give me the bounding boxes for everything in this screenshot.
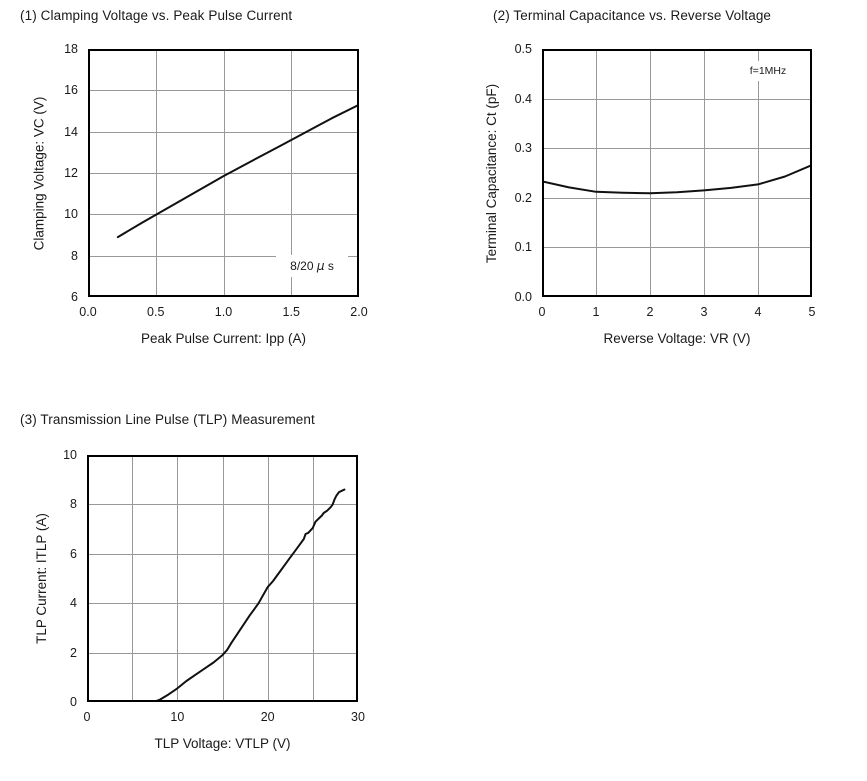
y-tick-label: 0.0 — [514, 290, 532, 304]
y-tick-label: 18 — [64, 42, 78, 56]
plot-area — [87, 455, 358, 702]
x-tick-label: 0 — [83, 710, 91, 724]
y-tick-label: 8 — [71, 248, 78, 263]
x-tick-label: 5 — [808, 305, 816, 319]
y-tick-label: 0.4 — [514, 91, 532, 106]
x-tick-label: 0 — [538, 305, 546, 319]
y-tick-label: 12 — [64, 166, 78, 180]
plot-area: 8/20 μ s — [88, 49, 359, 297]
y-tick-label: 0.3 — [514, 141, 532, 156]
y-tick-label: 10 — [64, 207, 78, 222]
y-tick-label: 6 — [71, 290, 78, 304]
y-tick-label: 10 — [63, 448, 77, 462]
y-tick-label: 16 — [64, 83, 78, 98]
y-tick-label: 0.5 — [514, 42, 532, 56]
annotation-text: 8/20 — [290, 259, 317, 273]
x-axis-label: Peak Pulse Current: Ipp (A) — [140, 331, 307, 346]
y-tick-label: 0.1 — [514, 240, 532, 255]
plot-canvas — [87, 455, 358, 702]
annotation-unit: s — [324, 259, 334, 273]
x-tick-label: 4 — [754, 305, 762, 319]
chart-title: (3) Transmission Line Pulse (TLP) Measur… — [20, 412, 315, 427]
y-tick-label: 4 — [70, 596, 77, 611]
x-tick-label: 0.0 — [79, 305, 97, 319]
x-tick-label: 0.5 — [147, 305, 165, 319]
y-tick-label: 2 — [70, 645, 77, 660]
pulse-condition-annotation: 8/20 μ s — [276, 255, 348, 277]
x-tick-label: 3 — [700, 305, 708, 319]
y-tick-label: 0.2 — [514, 190, 532, 205]
chart-title: (1) Clamping Voltage vs. Peak Pulse Curr… — [20, 8, 293, 23]
x-axis-label: TLP Voltage: VTLP (V) — [154, 736, 291, 751]
x-tick-label: 2.0 — [350, 305, 368, 319]
x-tick-label: 30 — [351, 710, 365, 724]
y-tick-label: 14 — [64, 124, 78, 139]
x-tick-label: 10 — [170, 710, 185, 724]
frequency-annotation: f=1MHz — [736, 61, 800, 81]
y-tick-label: 8 — [70, 497, 77, 512]
x-tick-label: 1.5 — [282, 305, 300, 319]
x-axis-label: Reverse Voltage: VR (V) — [603, 331, 751, 346]
plot-canvas — [542, 49, 812, 297]
x-tick-label: 2 — [646, 305, 654, 319]
mu-symbol: μ — [316, 259, 325, 273]
y-tick-label: 0 — [70, 695, 77, 709]
x-tick-label: 1 — [592, 305, 600, 319]
y-tick-label: 6 — [70, 546, 77, 561]
y-axis-label-text: TLP Current: ITLP (A) — [33, 513, 49, 644]
chart-title: (2) Terminal Capacitance vs. Reverse Vol… — [493, 8, 772, 23]
x-tick-label: 1.0 — [214, 305, 233, 319]
y-axis-label: TLP Current: ITLP (A) — [30, 455, 52, 702]
x-tick-label: 20 — [260, 710, 275, 724]
plot-area: f=1MHz — [542, 49, 812, 297]
